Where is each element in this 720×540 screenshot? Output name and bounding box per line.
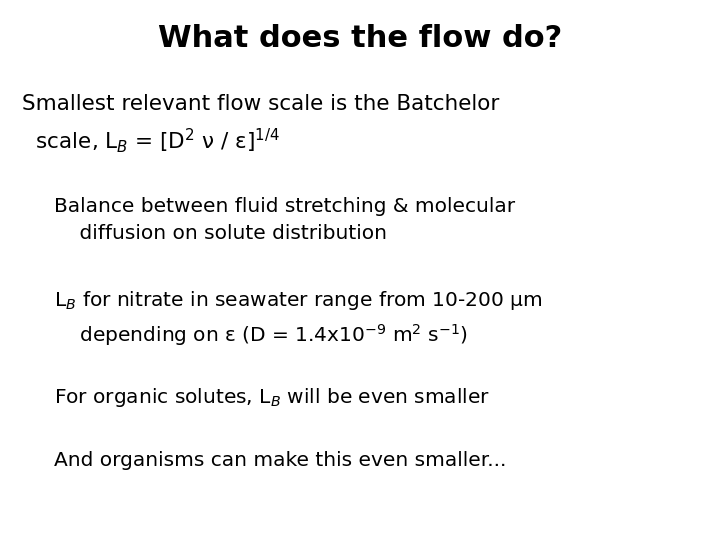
Text: L$_{B}$ for nitrate in seawater range from 10-200 μm
    depending on ε (D = 1.4: L$_{B}$ for nitrate in seawater range fr… (54, 289, 542, 348)
Text: Smallest relevant flow scale is the Batchelor
  scale, L$_{B}$ = [D$^{2}$ ν / ε]: Smallest relevant flow scale is the Batc… (22, 94, 499, 154)
Text: What does the flow do?: What does the flow do? (158, 24, 562, 53)
Text: And organisms can make this even smaller...: And organisms can make this even smaller… (54, 451, 506, 470)
Text: Balance between fluid stretching & molecular
    diffusion on solute distributio: Balance between fluid stretching & molec… (54, 197, 515, 242)
Text: For organic solutes, L$_{B}$ will be even smaller: For organic solutes, L$_{B}$ will be eve… (54, 386, 490, 409)
